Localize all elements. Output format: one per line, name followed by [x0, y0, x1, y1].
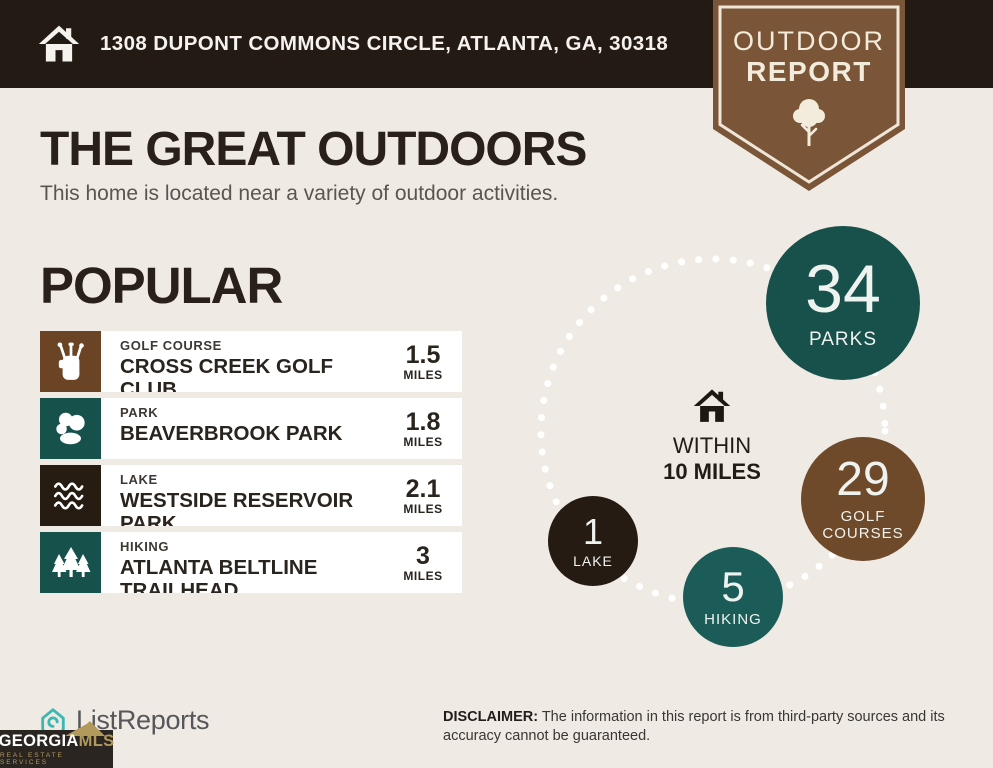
outdoor-report-badge: OUTDOOR REPORT — [713, 0, 905, 196]
distance-value: 1.5 — [405, 340, 441, 369]
park-bushes-icon — [40, 398, 101, 459]
disclaimer-label: DISCLAIMER: — [443, 709, 539, 725]
pine-trees-icon — [40, 532, 101, 593]
bubble-label: GOLF COURSES — [822, 508, 904, 542]
disclaimer: DISCLAIMER: The information in this repo… — [443, 708, 963, 747]
mls-wordmark-mls: MLS — [78, 731, 115, 750]
item-category: PARK — [120, 405, 159, 420]
bubble-label: HIKING — [704, 611, 762, 628]
dotted-radius-ring — [537, 255, 889, 607]
distance-value: 3 — [416, 541, 430, 570]
tree-icon — [793, 99, 825, 146]
bubble-hiking: 5 HIKING — [683, 547, 783, 647]
distance-unit: MILES — [403, 568, 443, 583]
item-name: CROSS CREEK GOLF CLUB — [120, 355, 333, 392]
bubble-label: LAKE — [573, 552, 613, 569]
list-item-park: PARK BEAVERBROOK PARK 1.8 MILES — [40, 398, 462, 459]
badge-ribbon-shape — [713, 0, 905, 191]
bubble-count: 1 — [582, 510, 604, 552]
popular-heading: POPULAR — [40, 257, 283, 314]
badge-title-line2: REPORT — [746, 56, 872, 87]
bubble-count: 5 — [721, 563, 745, 610]
bubble-count: 34 — [805, 251, 881, 327]
list-item-lake: LAKE WESTSIDE RESERVOIR PARK 2.1 MILES — [40, 465, 462, 526]
item-category: GOLF COURSE — [120, 338, 222, 353]
bubble-label: PARKS — [808, 329, 877, 350]
bubble-golf-courses: 29 GOLF COURSES — [801, 437, 925, 561]
mls-tagline: REAL ESTATE SERVICES — [0, 751, 64, 766]
miles-label: 10 MILES — [663, 459, 761, 484]
lake-waves-icon — [40, 465, 101, 526]
page-subtitle: This home is located near a variety of o… — [40, 182, 559, 205]
item-category: LAKE — [120, 472, 158, 487]
disclaimer-text: The information in this report is from t… — [443, 709, 945, 745]
chart-center-label: WITHIN 10 MILES — [642, 388, 782, 485]
list-item-hiking: HIKING ATLANTA BELTLINE TRAILHEAD 3 MILE… — [40, 532, 462, 593]
badge-title-line1: OUTDOOR — [733, 26, 885, 56]
home-icon-center — [693, 389, 731, 422]
mls-wordmark-georgia: GEORGIA — [0, 731, 79, 750]
item-distance: 1.8 MILES — [394, 409, 452, 449]
mls-wordmark: GEORGIA MLS — [0, 731, 115, 750]
list-item-golf-course: GOLF COURSE CROSS CREEK GOLF CLUB 1.5 MI… — [40, 331, 462, 392]
distance-unit: MILES — [403, 434, 443, 449]
property-address: 1308 DUPONT COMMONS CIRCLE, ATLANTA, GA,… — [100, 32, 669, 55]
bubble-count: 29 — [836, 453, 890, 506]
distance-value: 1.8 — [405, 407, 441, 436]
distance-value: 2.1 — [405, 474, 441, 503]
item-name: ATLANTA BELTLINE TRAILHEAD — [120, 556, 318, 593]
bubble-lake: 1 LAKE — [548, 496, 638, 586]
item-category: HIKING — [120, 539, 170, 554]
distance-unit: MILES — [403, 501, 443, 516]
item-name: BEAVERBROOK PARK — [120, 422, 343, 445]
item-distance: 3 MILES — [394, 543, 452, 583]
georgia-mls-logo: GEORGIA MLS REAL ESTATE SERVICES — [0, 721, 115, 768]
within-label: WITHIN — [672, 433, 752, 458]
page-title: THE GREAT OUTDOORS — [40, 123, 587, 176]
home-icon — [38, 25, 80, 62]
item-name: WESTSIDE RESERVOIR PARK — [120, 489, 354, 526]
popular-list: GOLF COURSE CROSS CREEK GOLF CLUB 1.5 MI… — [40, 331, 462, 599]
golf-bag-icon — [40, 331, 101, 392]
item-distance: 1.5 MILES — [394, 342, 452, 382]
distance-unit: MILES — [403, 367, 443, 382]
item-distance: 2.1 MILES — [394, 476, 452, 516]
bubble-parks: 34 PARKS — [766, 226, 920, 380]
